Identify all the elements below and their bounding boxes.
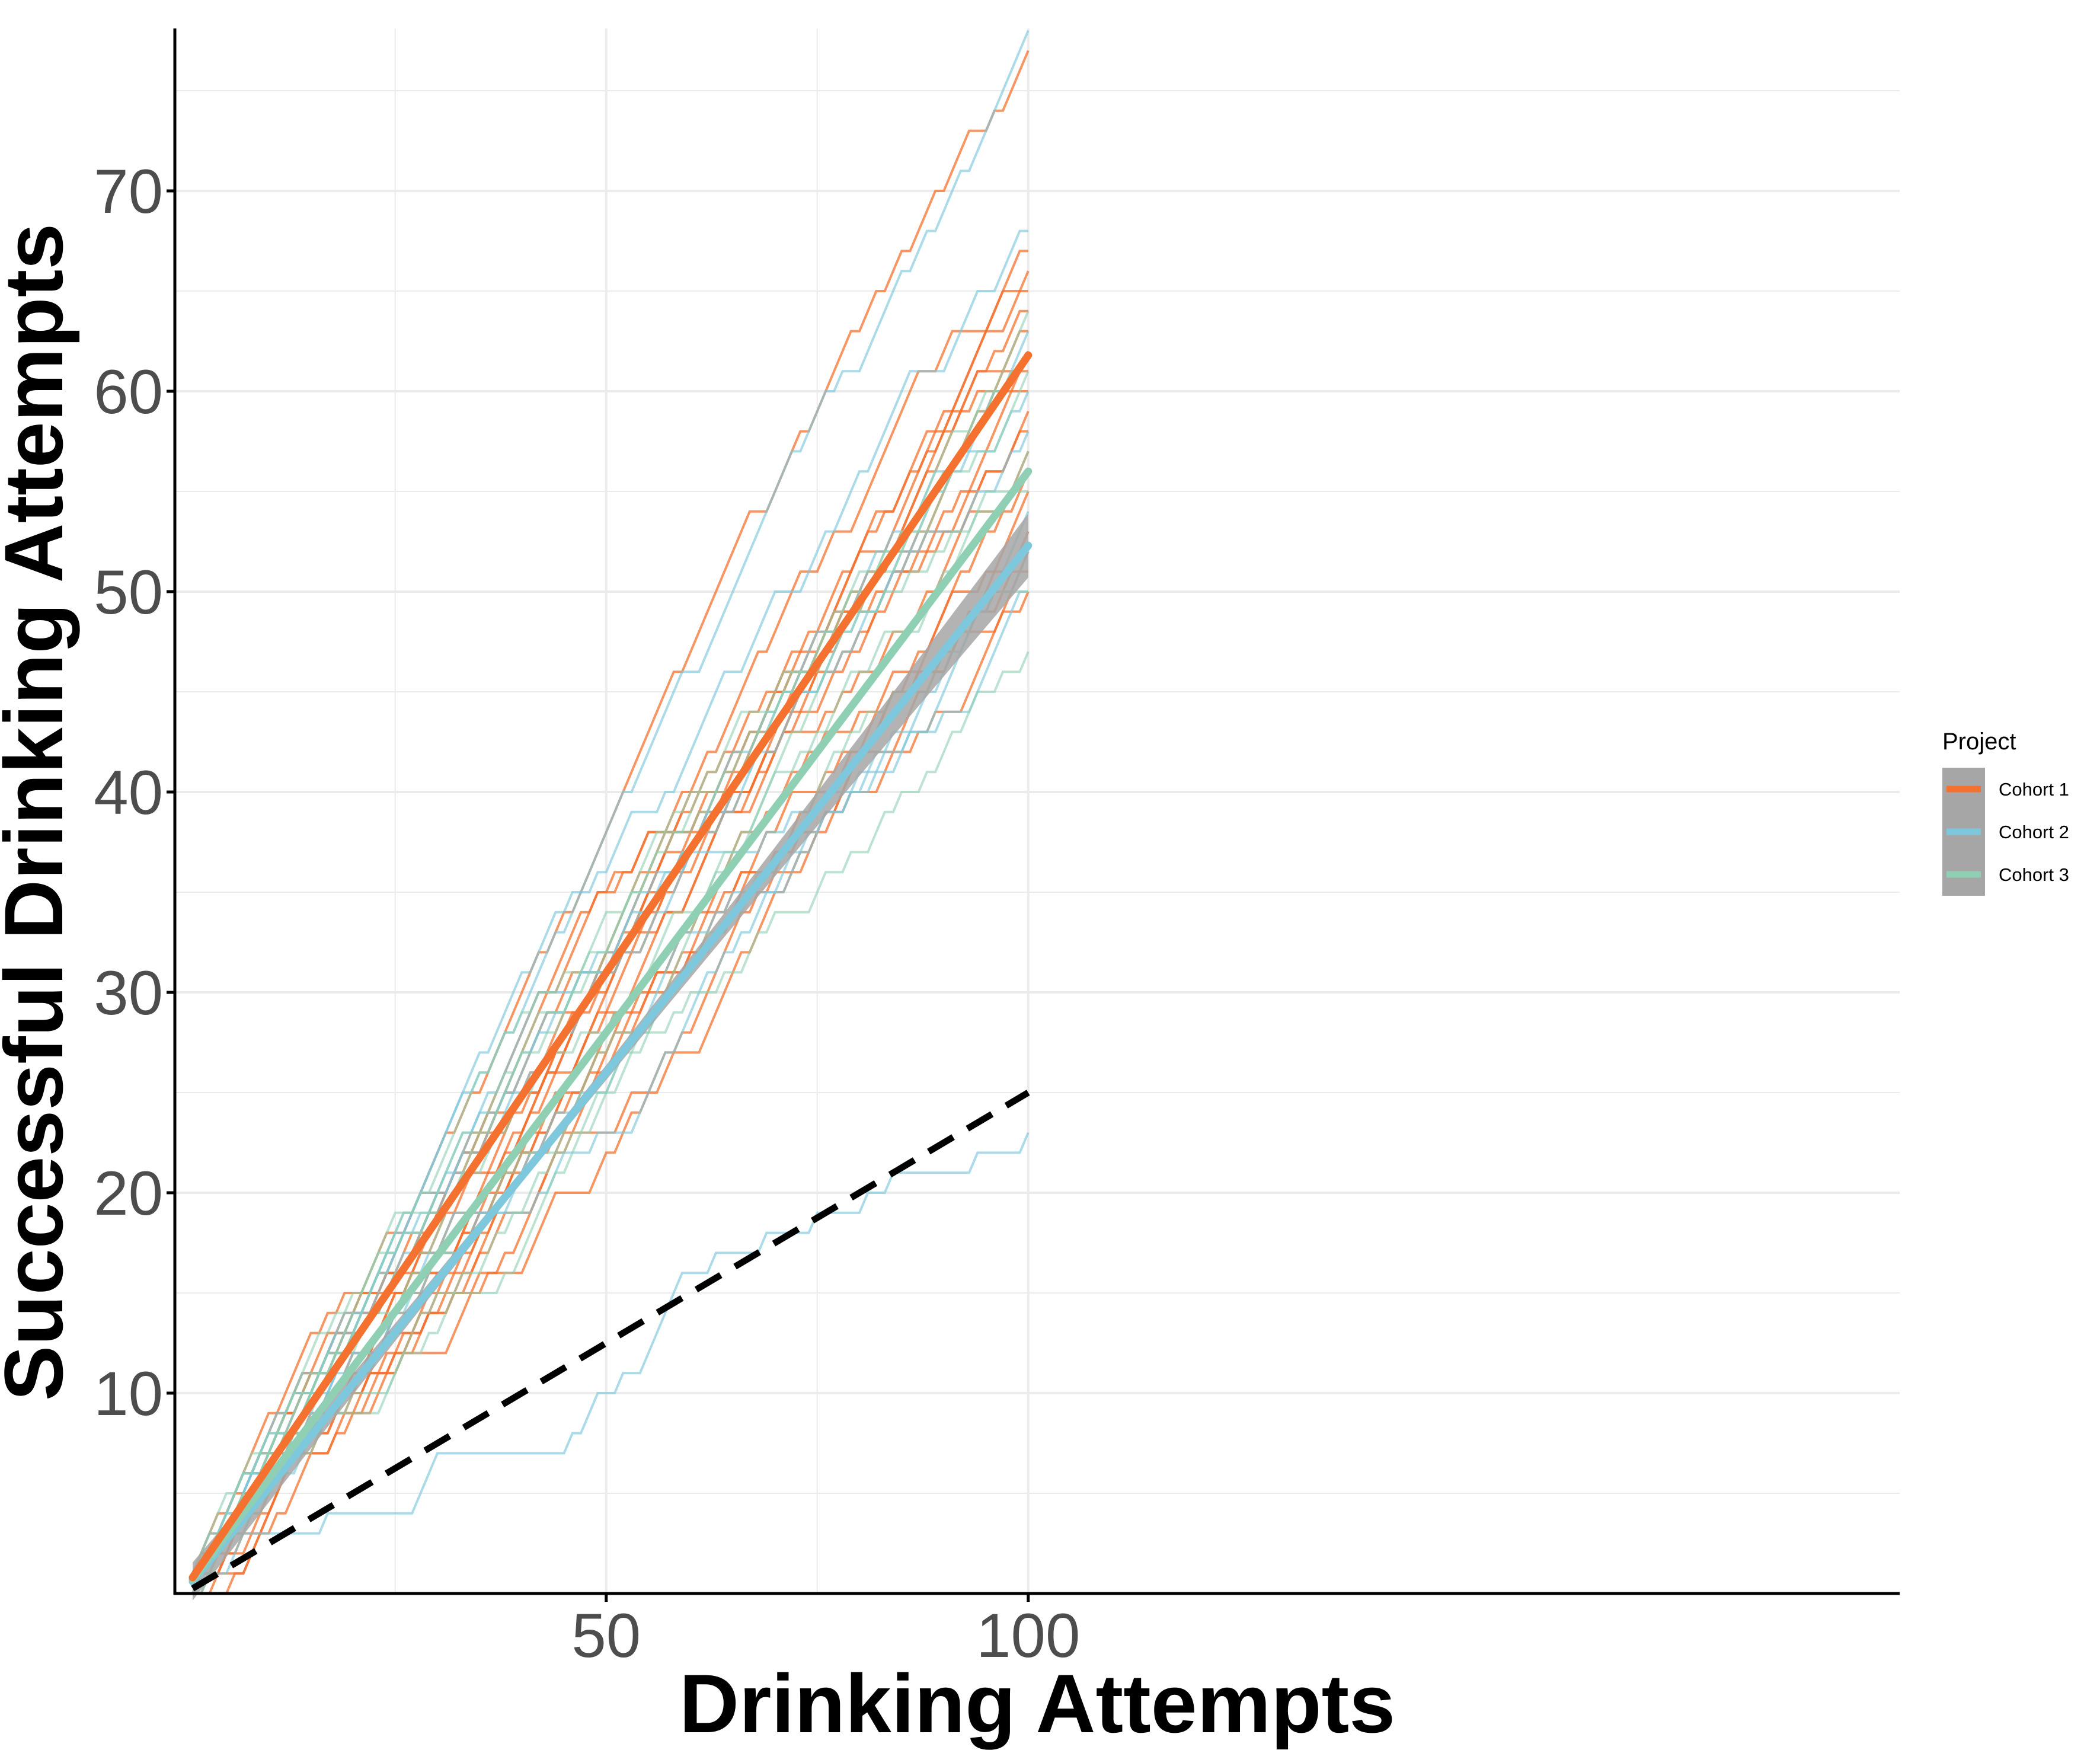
mean-lines-layer: [188, 351, 1033, 1586]
legend-label-cohort-2: Cohort 2: [1999, 822, 2069, 842]
y-tick-label: 40: [94, 758, 163, 828]
axes-layer: [173, 28, 1900, 1595]
y-axis-title: Successful Drinking Attempts: [0, 223, 80, 1401]
y-tick-label: 30: [94, 959, 163, 1028]
mean-line-cohort-3: [188, 467, 1033, 1583]
legend-keys: [1942, 768, 1985, 896]
y-tick-label: 20: [94, 1159, 163, 1228]
legend-label-cohort-3: Cohort 3: [1999, 864, 2069, 885]
trajectory-line-cohort-2: [193, 1132, 1030, 1575]
mean-line-cohort-2: [188, 541, 1033, 1586]
x-tick-label: 50: [571, 1601, 641, 1671]
y-tick-label: 60: [94, 357, 163, 427]
legend-title: Project: [1942, 729, 2016, 755]
x-axis-title: Drinking Attempts: [679, 1657, 1395, 1750]
mean-line-cohort-1: [188, 351, 1033, 1582]
grid-layer: [175, 28, 1900, 1593]
legend: Project Cohort 1 Cohort 2 Cohort 3: [1942, 729, 2069, 896]
y-tick-label: 10: [94, 1359, 163, 1429]
y-tick-label: 50: [94, 558, 163, 627]
chance-line: [191, 1090, 1030, 1592]
tick-labels-layer: 10 20 30 40 50 60 70 50 100: [94, 157, 1080, 1671]
chance-line-layer: [191, 1090, 1030, 1592]
y-tick-label: 70: [94, 157, 163, 226]
x-tick-label: 100: [976, 1601, 1080, 1671]
legend-label-cohort-1: Cohort 1: [1999, 779, 2069, 800]
